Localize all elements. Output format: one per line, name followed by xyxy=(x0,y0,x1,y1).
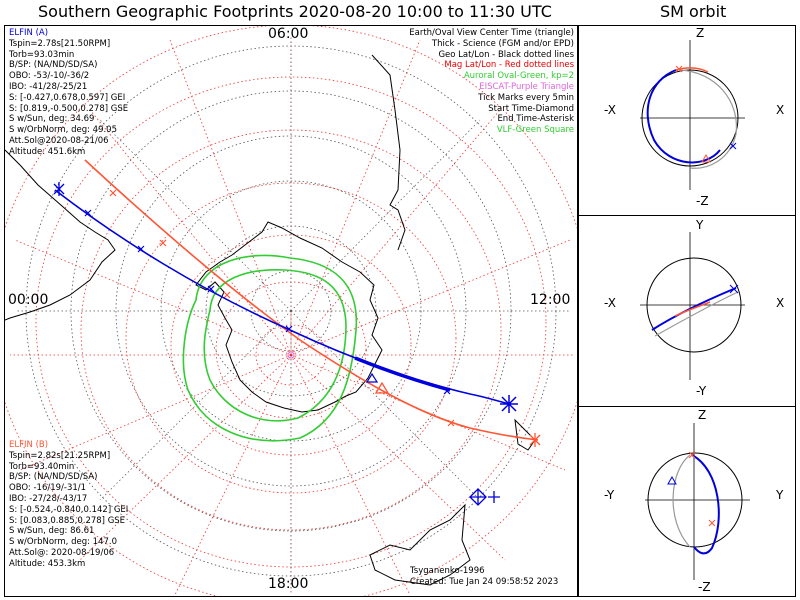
sm2-bottom-label: -Y xyxy=(696,384,707,398)
elfin-b-line: Torb=93.40min xyxy=(9,461,75,472)
elfin-a-line: S w/OrbNorm, deg: 49.05 xyxy=(9,125,118,136)
legend: Earth/Oval View Center Time (triangle) T… xyxy=(409,28,574,136)
elfin-a-info: ELFIN (A) Tspin=2.78s[21.50RPM] Torb=93.… xyxy=(9,28,128,158)
sm3-left-label: -Y xyxy=(604,488,615,502)
legend-item-auroral-oval: Auroral Oval-Green, kp=2 xyxy=(463,71,574,82)
sm2-top-label: Y xyxy=(696,218,704,232)
elfin-a-line: Att.Sol@2020-08-21/06 xyxy=(9,135,109,146)
page-title: Southern Geographic Footprints 2020-08-2… xyxy=(38,2,552,21)
elfin-b-line: S: [0.083,0.885,0.278] GSE xyxy=(9,515,126,526)
elfin-b-info: ELFIN (B) Tspin=2.82s[21.25RPM] Torb=93.… xyxy=(9,440,128,570)
legend-item-science: Thick - Science (FGM and/or EPD) xyxy=(431,38,574,49)
elfin-a-line: B/SP: (NA/ND/SD/SA) xyxy=(9,60,98,71)
elfin-a-line: OBO: -53/-10/-36/2 xyxy=(9,71,90,82)
sm2-right-label: X xyxy=(776,296,785,310)
elfin-b-line: S w/OrbNorm, deg: 147.0 xyxy=(9,537,118,548)
elfin-a-ticks xyxy=(84,209,451,395)
elfin-a-line: S: [0.819,-0.500,0.278] GSE xyxy=(9,103,129,114)
australia-coastline xyxy=(369,503,471,586)
sm1-right-label: X xyxy=(776,103,785,117)
clock-label-left: 00:00 xyxy=(8,292,49,308)
sm3-bottom-label: -Z xyxy=(698,580,711,594)
sm1-left-label: -X xyxy=(604,103,616,117)
clock-label-right: 12:00 xyxy=(530,292,571,308)
elfin-a-end-asterisk xyxy=(500,395,518,413)
elfin-b-line: S w/Sun, deg: 86.61 xyxy=(9,526,95,537)
new-zealand-coastline xyxy=(514,418,536,451)
elfin-a-line: Torb=93.03min xyxy=(9,49,75,60)
elfin-b-line: S: [-0.524,-0.840,0.142] GEI xyxy=(9,504,129,515)
sm3-top-label: Z xyxy=(698,408,707,422)
elfin-b-end-asterisk xyxy=(529,433,541,447)
elfin-b-line: Tspin=2.82s[21.25RPM] xyxy=(9,450,111,461)
legend-item-vlf: VLF-Green Square xyxy=(496,125,574,136)
sm-panel-yz-frame xyxy=(578,406,796,597)
south-america-coastline xyxy=(5,149,116,321)
sm-panel-xz xyxy=(640,40,745,190)
elfin-a-science-segment xyxy=(354,356,451,392)
elfin-a-line: Tspin=2.78s[21.50RPM] xyxy=(9,38,111,49)
elfin-b-line: B/SP: (NA/ND/SD/SA) xyxy=(9,472,98,483)
legend-item-ticks: Tick Marks every 5min xyxy=(478,92,574,103)
sm3-right-label: Y xyxy=(776,488,784,502)
elfin-a-line: S w/Sun, deg: 34.69 xyxy=(9,114,95,125)
elfin-a-line: Altitude: 451.6km xyxy=(9,146,86,157)
sm2-left-label: -X xyxy=(604,296,616,310)
elfin-b-line: Altitude: 453.3km xyxy=(9,558,86,569)
legend-item-view-center: Earth/Oval View Center Time (triangle) xyxy=(409,28,574,38)
elfin-a-track xyxy=(54,189,511,405)
elfin-b-ticks xyxy=(109,189,455,427)
legend-item-eiscat: EISCAT-Purple Triangle xyxy=(479,81,574,92)
footprint-map-frame xyxy=(4,25,578,597)
elfin-a-line: IBO: -41/28/-25/21 xyxy=(9,81,88,92)
clock-label-bottom: 18:00 xyxy=(268,576,309,592)
antarctica-coastline xyxy=(195,221,383,413)
legend-item-geo-grid: Geo Lat/Lon - Black dotted lines xyxy=(438,49,574,60)
elfin-a-start-asterisk xyxy=(53,182,65,196)
elfin-a-header: ELFIN (A) xyxy=(9,28,49,38)
elfin-b-center-triangle xyxy=(374,381,390,394)
sm-panel-xy xyxy=(640,232,745,380)
legend-item-end: End Time-Asterisk xyxy=(497,114,574,125)
auroral-oval xyxy=(182,254,358,442)
clock-label-top: 06:00 xyxy=(268,26,309,42)
sm-panel-yz xyxy=(645,423,750,580)
elfin-b-track xyxy=(84,159,539,441)
elfin-a-center-triangle xyxy=(365,372,379,383)
elfin-b-line: Att.Sol@: 2020-08-19/06 xyxy=(9,547,115,558)
model-name: Tsyganenko-1996 xyxy=(410,566,485,576)
legend-item-mag-grid: Mag Lat/Lon - Red dotted lines xyxy=(444,60,574,71)
credits: Tsyganenko-1996 Created: Tue Jan 24 09:5… xyxy=(410,566,558,588)
elfin-b-line: OBO: -16/19/-31/1 xyxy=(9,483,87,494)
sm1-bottom-label: -Z xyxy=(696,194,709,208)
elfin-a-line: S: [-0.427,0.678,0.597] GEI xyxy=(9,92,126,103)
start-cross-sample xyxy=(470,489,500,505)
africa-coastline xyxy=(371,54,406,251)
created-timestamp: Created: Tue Jan 24 09:58:52 2023 xyxy=(410,576,559,587)
sm-orbit-title: SM orbit xyxy=(660,2,727,21)
sm1-top-label: Z xyxy=(696,26,705,40)
legend-item-start: Start Time-Diamond xyxy=(488,103,574,114)
elfin-b-line: IBO: -27/28/-43/17 xyxy=(9,493,88,504)
elfin-b-header: ELFIN (B) xyxy=(9,440,49,450)
center-marker xyxy=(287,351,295,359)
